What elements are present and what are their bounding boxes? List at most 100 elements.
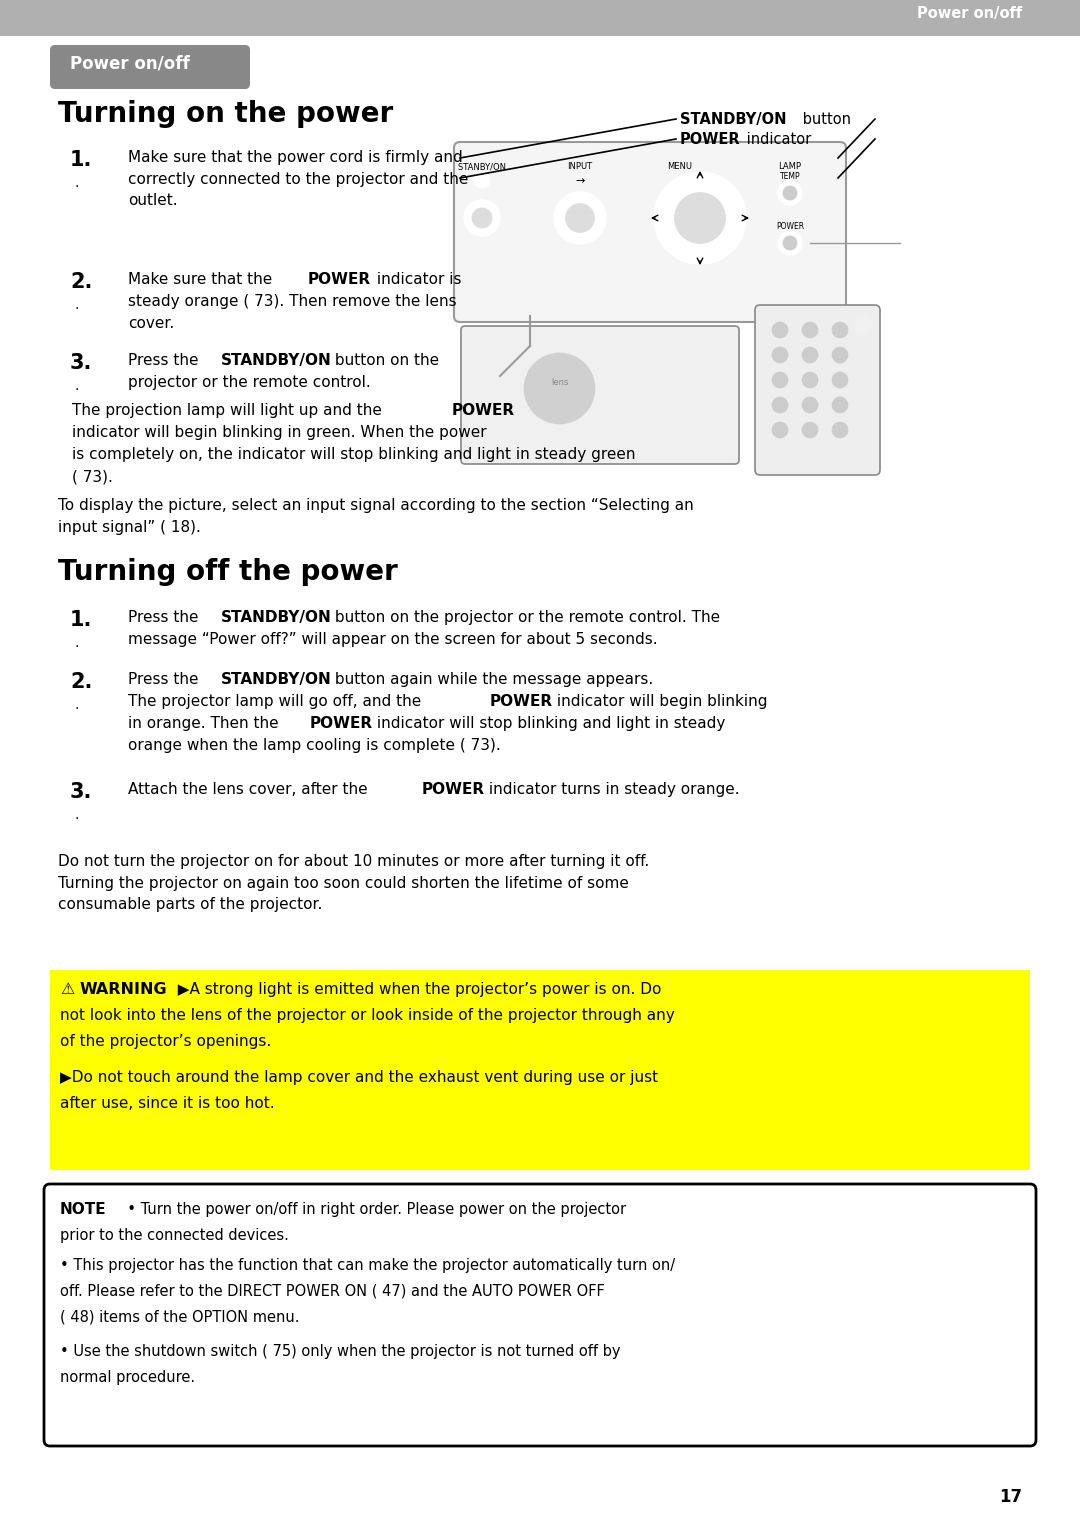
Text: The projection lamp will light up and the: The projection lamp will light up and th…: [72, 403, 387, 418]
Circle shape: [802, 397, 818, 414]
Text: TEMP: TEMP: [780, 172, 800, 182]
Text: indicator will begin blinking in green. When the power: indicator will begin blinking in green. …: [72, 426, 487, 439]
Circle shape: [832, 397, 848, 414]
Circle shape: [783, 237, 797, 250]
Text: not look into the lens of the projector or look inside of the projector through : not look into the lens of the projector …: [60, 1009, 675, 1022]
Text: in orange. Then the: in orange. Then the: [129, 716, 283, 731]
Text: projector or the remote control.: projector or the remote control.: [129, 375, 370, 391]
Circle shape: [772, 423, 788, 438]
Circle shape: [464, 200, 500, 237]
Text: Press the: Press the: [129, 610, 203, 626]
Text: POWER: POWER: [422, 781, 485, 797]
Circle shape: [802, 423, 818, 438]
Text: prior to the connected devices.: prior to the connected devices.: [60, 1228, 288, 1244]
Text: of the projector’s openings.: of the projector’s openings.: [60, 1035, 271, 1048]
Text: STANDBY/ON: STANDBY/ON: [680, 111, 786, 127]
Text: STANDBY/ON: STANDBY/ON: [221, 353, 332, 368]
Text: ( 48) items of the OPTION menu.: ( 48) items of the OPTION menu.: [60, 1309, 299, 1325]
Text: Make sure that the power cord is firmly and
correctly connected to the projector: Make sure that the power cord is firmly …: [129, 150, 469, 208]
Text: POWER: POWER: [775, 221, 805, 230]
Circle shape: [783, 186, 797, 200]
Circle shape: [654, 172, 746, 264]
Circle shape: [832, 322, 848, 337]
Circle shape: [772, 372, 788, 388]
Text: button on the: button on the: [330, 353, 440, 368]
Circle shape: [832, 372, 848, 388]
Text: indicator turns in steady orange.: indicator turns in steady orange.: [484, 781, 740, 797]
Text: ▶Do not touch around the lamp cover and the exhaust vent during use or just: ▶Do not touch around the lamp cover and …: [60, 1070, 658, 1085]
Text: .: .: [75, 378, 79, 394]
Text: 1.: 1.: [70, 150, 93, 169]
Circle shape: [772, 397, 788, 414]
Text: .: .: [75, 175, 79, 191]
Text: • This projector has the function that can make the projector automatically turn: • This projector has the function that c…: [60, 1257, 675, 1273]
Text: WARNING: WARNING: [80, 983, 167, 996]
Text: off. Please refer to the DIRECT POWER ON ( 47) and the AUTO POWER OFF: off. Please refer to the DIRECT POWER ON…: [60, 1283, 605, 1299]
FancyBboxPatch shape: [755, 305, 880, 475]
Text: POWER: POWER: [490, 694, 553, 710]
Text: button on the projector or the remote control. The: button on the projector or the remote co…: [330, 610, 720, 626]
Text: NOTE: NOTE: [60, 1202, 107, 1218]
Circle shape: [566, 203, 594, 232]
Text: orange when the lamp cooling is complete ( 73).: orange when the lamp cooling is complete…: [129, 739, 501, 752]
Circle shape: [778, 182, 802, 204]
Circle shape: [802, 372, 818, 388]
Text: indicator will begin blinking: indicator will begin blinking: [552, 694, 768, 710]
Text: POWER: POWER: [453, 403, 515, 418]
Circle shape: [772, 346, 788, 363]
Text: Power on/off: Power on/off: [70, 55, 190, 73]
Text: The projector lamp will go off, and the: The projector lamp will go off, and the: [129, 694, 427, 710]
Text: Turning on the power: Turning on the power: [58, 101, 393, 128]
Text: ▶A strong light is emitted when the projector’s power is on. Do: ▶A strong light is emitted when the proj…: [168, 983, 661, 996]
Circle shape: [772, 322, 788, 337]
Text: .: .: [75, 807, 79, 823]
Text: To display the picture, select an input signal according to the section “Selecti: To display the picture, select an input …: [58, 497, 693, 534]
Text: Press the: Press the: [129, 353, 203, 368]
Text: message “Power off?” will appear on the screen for about 5 seconds.: message “Power off?” will appear on the …: [129, 632, 658, 647]
Text: 17: 17: [999, 1488, 1022, 1506]
Text: Press the: Press the: [129, 671, 203, 687]
Text: POWER: POWER: [680, 133, 741, 146]
Text: normal procedure.: normal procedure.: [60, 1370, 195, 1386]
Text: 2.: 2.: [70, 671, 93, 691]
Circle shape: [832, 346, 848, 363]
Text: Do not turn the projector on for about 10 minutes or more after turning it off.
: Do not turn the projector on for about 1…: [58, 855, 649, 913]
Text: Attach the lens cover, after the: Attach the lens cover, after the: [129, 781, 373, 797]
Circle shape: [675, 192, 726, 243]
Text: Turning off the power: Turning off the power: [58, 559, 397, 586]
Text: 3.: 3.: [70, 781, 93, 803]
Text: lens: lens: [551, 378, 568, 388]
Text: POWER: POWER: [308, 272, 372, 287]
Text: indicator: indicator: [742, 133, 811, 146]
Text: button: button: [798, 111, 851, 127]
FancyBboxPatch shape: [50, 44, 249, 89]
Text: 2.: 2.: [70, 272, 93, 291]
Text: is completely on, the indicator will stop blinking and light in steady green: is completely on, the indicator will sto…: [72, 447, 635, 462]
Circle shape: [474, 172, 490, 188]
Text: .: .: [75, 636, 79, 650]
FancyBboxPatch shape: [44, 1184, 1036, 1447]
Text: INPUT: INPUT: [567, 162, 593, 171]
Text: cover.: cover.: [129, 316, 174, 331]
Text: • Use the shutdown switch ( 75) only when the projector is not turned off by: • Use the shutdown switch ( 75) only whe…: [60, 1344, 621, 1360]
Text: STANDBY/ON: STANDBY/ON: [221, 671, 332, 687]
Circle shape: [525, 354, 594, 424]
Text: after use, since it is too hot.: after use, since it is too hot.: [60, 1096, 274, 1111]
Text: →: →: [576, 175, 584, 186]
Text: STANDBY/ON: STANDBY/ON: [221, 610, 332, 626]
Text: ⚠: ⚠: [60, 983, 75, 996]
Text: .: .: [75, 298, 79, 311]
Text: ( 73).: ( 73).: [72, 468, 113, 484]
Text: 1.: 1.: [70, 610, 93, 630]
Circle shape: [472, 208, 491, 227]
FancyBboxPatch shape: [454, 142, 846, 322]
Bar: [50, 971, 1030, 1170]
Circle shape: [802, 346, 818, 363]
Circle shape: [853, 314, 873, 336]
Text: • Turn the power on/off in right order. Please power on the projector: • Turn the power on/off in right order. …: [118, 1202, 626, 1218]
Circle shape: [802, 322, 818, 337]
Circle shape: [554, 192, 606, 244]
Text: button again while the message appears.: button again while the message appears.: [330, 671, 653, 687]
Circle shape: [832, 423, 848, 438]
Text: Make sure that the: Make sure that the: [129, 272, 278, 287]
